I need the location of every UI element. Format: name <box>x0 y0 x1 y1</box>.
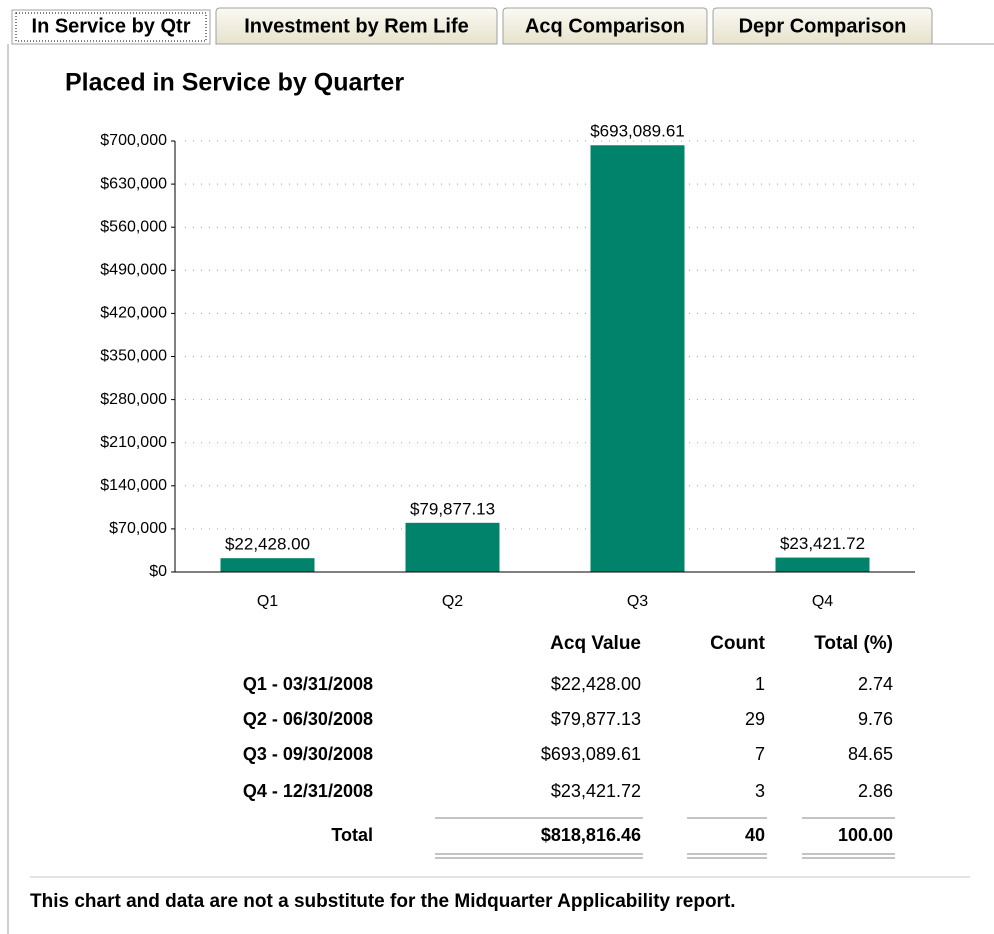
tab[interactable] <box>502 7 708 45</box>
value-label: $22,428.00 <box>225 535 310 554</box>
table-cell: $22,428.00 <box>551 674 641 694</box>
total-cell: 100.00 <box>838 825 893 845</box>
row-label: Q3 - 09/30/2008 <box>243 744 373 764</box>
tab-label[interactable]: Acq Comparison <box>525 15 685 37</box>
y-tick-label: $700,000 <box>100 132 167 149</box>
table-cell: 2.86 <box>858 781 893 801</box>
x-tick-label: Q4 <box>812 593 833 610</box>
value-label: $693,089.61 <box>590 122 685 141</box>
tab-focus <box>15 12 207 42</box>
table-cell: 3 <box>755 781 765 801</box>
bar <box>775 557 870 572</box>
y-tick-label: $280,000 <box>100 391 167 408</box>
row-label: Q1 - 03/31/2008 <box>243 674 373 694</box>
bar <box>405 522 500 572</box>
tab[interactable] <box>215 7 498 45</box>
bar <box>220 558 315 572</box>
footer-note: This chart and data are not a substitute… <box>30 891 736 912</box>
total-cell: 40 <box>745 825 765 845</box>
table-header: Count <box>710 633 766 654</box>
table-cell: 7 <box>755 744 765 764</box>
table-cell: $23,421.72 <box>551 781 641 801</box>
x-tick-label: Q2 <box>442 593 463 610</box>
y-tick-label: $630,000 <box>100 175 167 192</box>
tab-label[interactable]: In Service by Qtr <box>32 15 191 37</box>
bar <box>590 145 685 572</box>
y-tick-label: $490,000 <box>100 262 167 279</box>
x-tick-label: Q1 <box>257 593 278 610</box>
chart-title: Placed in Service by Quarter <box>65 69 404 97</box>
tab-label[interactable]: Investment by Rem Life <box>244 15 469 37</box>
row-label: Q4 - 12/31/2008 <box>243 781 373 801</box>
y-tick-label: $0 <box>149 563 167 580</box>
total-cell: Total <box>331 825 373 845</box>
y-tick-label: $420,000 <box>100 305 167 322</box>
y-tick-label: $210,000 <box>100 434 167 451</box>
tab[interactable] <box>712 7 933 45</box>
total-cell: $818,816.46 <box>541 825 641 845</box>
row-label: Q2 - 06/30/2008 <box>243 709 373 729</box>
table-cell: 2.74 <box>858 674 893 694</box>
value-label: $79,877.13 <box>410 499 495 518</box>
table-cell: 9.76 <box>858 709 893 729</box>
value-label: $23,421.72 <box>780 534 865 553</box>
tab-active[interactable] <box>11 9 211 45</box>
y-tick-label: $70,000 <box>109 520 167 537</box>
y-tick-label: $140,000 <box>100 477 167 494</box>
table-cell: 29 <box>745 709 765 729</box>
table-header: Acq Value <box>550 633 641 654</box>
tab-label[interactable]: Depr Comparison <box>739 15 907 37</box>
x-tick-label: Q3 <box>627 593 648 610</box>
y-tick-label: $560,000 <box>100 218 167 235</box>
table-cell: 84.65 <box>848 744 893 764</box>
table-cell: 1 <box>755 674 765 694</box>
y-tick-label: $350,000 <box>100 348 167 365</box>
table-header: Total (%) <box>814 633 893 654</box>
table-cell: $693,089.61 <box>541 744 641 764</box>
table-cell: $79,877.13 <box>551 709 641 729</box>
